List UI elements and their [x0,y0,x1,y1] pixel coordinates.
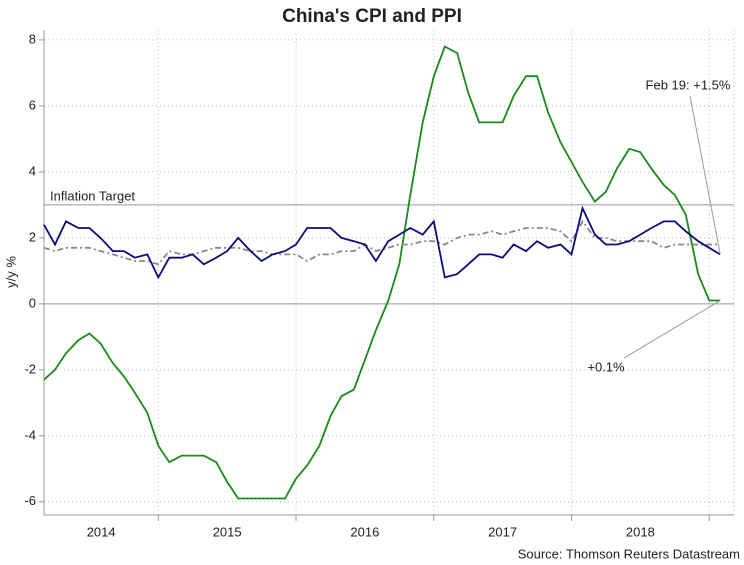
reference-label: Inflation Target [50,188,135,203]
chart-title: China's CPI and PPI [282,6,462,27]
x-tick-label: 2015 [213,524,242,539]
series-line [43,205,721,280]
series-line [43,45,721,500]
source: Source: Thomson Reuters Datastream [518,546,740,561]
x-tick-label: 2017 [488,524,517,539]
y-tick-label: 4 [29,163,36,178]
y-tick-label: -4 [24,427,36,442]
y-tick-label: -6 [24,493,36,508]
y-tick-label: 0 [29,295,36,310]
annotation: Feb 19: +1.5% [646,77,731,92]
x-tick-label: 2016 [350,524,379,539]
series-line [43,219,721,266]
annotation: +0.1% [587,359,625,374]
y-tick-label: -2 [24,361,36,376]
annotation-leader [623,300,721,359]
x-tick-label: 2018 [626,524,655,539]
annotation-leader [689,95,721,255]
y-tick-label: 2 [29,229,36,244]
y-axis-label: y/y % [3,256,18,288]
x-tick-label: 2014 [87,524,116,539]
y-tick-label: 8 [29,31,36,46]
y-tick-label: 6 [29,97,36,112]
